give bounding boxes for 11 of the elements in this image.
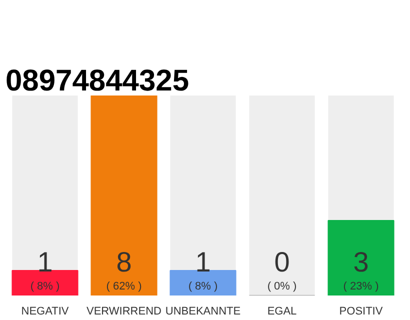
chart-title: 08974844325 [6,64,190,98]
x-tick-label: UNBEKANNTE [165,306,241,318]
data-label: 1 ( 8% ) [30,246,60,292]
data-label: 0 ( 0% ) [267,246,297,292]
x-tick-label: POSITIV [339,306,384,318]
data-label: 1 ( 8% ) [188,246,218,292]
data-label: 8 ( 62% ) [106,246,142,292]
x-tick-label: NEGATIV [21,306,70,318]
data-label: 3 ( 23% ) [343,246,379,292]
x-tick-label: EGAL [267,306,297,318]
x-tick-label: VERWIRREND [86,306,162,318]
